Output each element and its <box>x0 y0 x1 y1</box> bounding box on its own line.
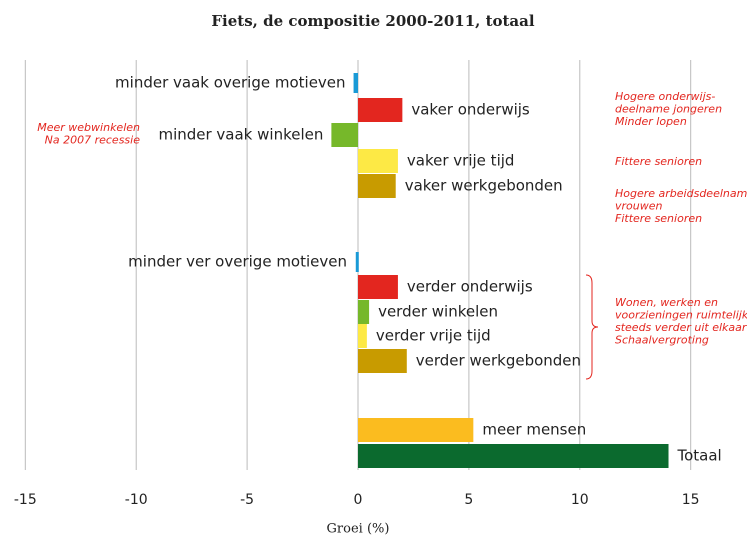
bar-label: vaker vrije tijd <box>407 152 515 170</box>
x-tick-label: -15 <box>14 492 37 508</box>
bar-label: meer mensen <box>482 421 586 439</box>
x-tick-label: 10 <box>571 492 589 508</box>
bar-label: vaker onderwijs <box>411 101 530 119</box>
annotation: Fittere senioren <box>615 155 702 168</box>
bar <box>358 300 370 324</box>
annotation: steeds verder uit elkaar <box>615 321 747 334</box>
bar <box>358 275 398 299</box>
bar <box>358 174 396 198</box>
annotation: Schaalvergroting <box>615 334 709 347</box>
annotation: Wonen, werken en <box>615 296 718 309</box>
bar <box>353 73 358 93</box>
annotation: Meer webwinkelen <box>37 121 140 134</box>
x-tick-label: 5 <box>464 492 473 508</box>
x-tick-label: -5 <box>240 492 254 508</box>
bar-label: minder ver overige motieven <box>128 253 347 271</box>
bar <box>358 324 367 348</box>
chart-title: Fiets, de compositie 2000-2011, totaal <box>211 12 534 30</box>
bar-label: Totaal <box>677 447 722 465</box>
bar <box>358 349 407 373</box>
bar-label: minder vaak winkelen <box>158 126 323 144</box>
annotation: Hogere onderwijs- <box>615 90 715 103</box>
bar <box>358 444 669 468</box>
bar-label: verder onderwijs <box>407 278 533 296</box>
x-tick-label: 15 <box>682 492 700 508</box>
annotation: Hogere arbeidsdeelname <box>615 187 747 200</box>
bar <box>355 252 359 272</box>
x-tick-label: -10 <box>125 492 148 508</box>
x-tick-label: 0 <box>354 492 363 508</box>
bar-label: minder vaak overige motieven <box>115 74 346 92</box>
bar <box>358 98 403 122</box>
x-axis-label: Groei (%) <box>327 522 390 537</box>
annotation: vrouwen <box>615 200 662 213</box>
bar <box>331 123 358 147</box>
annotation: Na 2007 recessie <box>45 134 141 147</box>
bar <box>358 418 474 442</box>
bracket <box>585 274 599 380</box>
annotation: deelname jongeren <box>615 103 722 116</box>
bar-label: verder vrije tijd <box>376 327 491 345</box>
bar-label: verder werkgebonden <box>416 352 581 370</box>
bar-label: verder winkelen <box>378 303 498 321</box>
bar <box>358 149 398 173</box>
annotation: voorzieningen ruimtelijk <box>615 309 747 322</box>
bar-label: vaker werkgebonden <box>405 177 563 195</box>
annotation: Minder lopen <box>615 115 687 128</box>
annotation: Fittere senioren <box>615 212 702 225</box>
